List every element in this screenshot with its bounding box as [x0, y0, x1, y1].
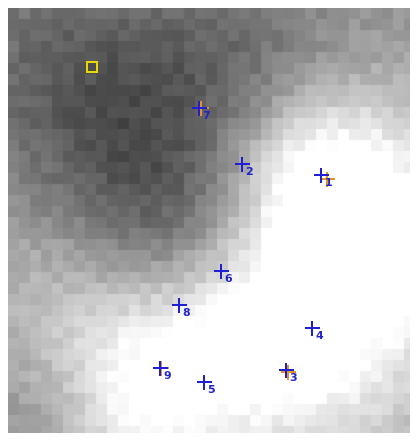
marker-label: 4	[316, 329, 324, 342]
image-viewer[interactable]: 1 2 3 4 5 6 7 8 9	[8, 8, 410, 433]
marker-label: 9	[164, 369, 172, 382]
reference-crosshair-icon[interactable]: 8	[172, 298, 191, 319]
marker-label: 3	[290, 371, 298, 384]
marker-label: 7	[203, 109, 211, 122]
measured-crosshair-icon[interactable]	[320, 172, 335, 187]
measured-crosshair-icon[interactable]	[281, 365, 296, 380]
reference-crosshair-icon[interactable]: 1	[314, 168, 333, 189]
reference-crosshair-icon[interactable]: 7	[192, 101, 211, 122]
grayscale-image	[8, 8, 410, 433]
roi-square-icon[interactable]	[86, 61, 98, 73]
reference-crosshair-icon[interactable]: 5	[197, 375, 216, 396]
marker-label: 6	[225, 272, 233, 285]
marker-label: 2	[246, 165, 254, 178]
marker-overlay: 1 2 3 4 5 6 7 8 9	[8, 8, 410, 433]
marker-label: 5	[208, 383, 216, 396]
reference-crosshair-icon[interactable]: 9	[153, 361, 172, 382]
marker-label: 1	[325, 176, 333, 189]
reference-crosshair-icon[interactable]: 4	[305, 321, 324, 342]
reference-crosshair-icon[interactable]: 6	[214, 264, 233, 285]
reference-crosshair-icon[interactable]: 2	[235, 157, 254, 178]
marker-label: 8	[183, 306, 191, 319]
reference-crosshair-icon[interactable]: 3	[279, 363, 298, 384]
